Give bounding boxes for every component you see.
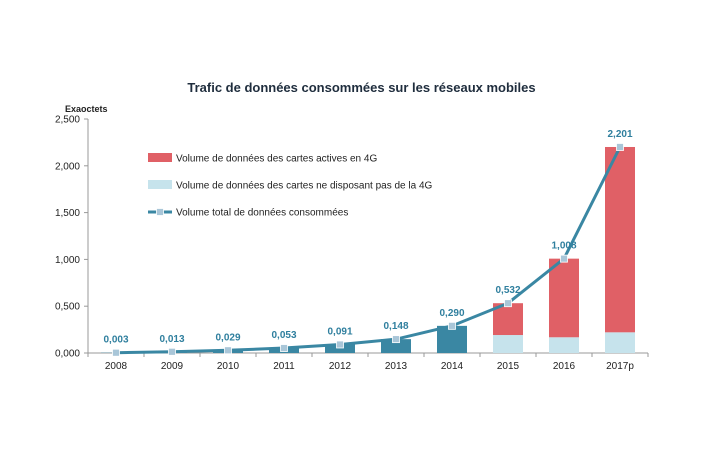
x-tick-label: 2017p [606,361,634,372]
line-point [392,335,400,344]
data-labels: 0,003 0,013 0,029 0,053 0,091 0,148 0,290 0,532… [103,129,632,346]
data-label: 0,091 [327,326,352,337]
y-tick-label: 1,000 [55,255,80,266]
line-point [560,254,568,263]
legend-label: Volume total de données consommées [176,208,348,219]
y-tick-label: 2,500 [55,115,80,126]
data-label: 0,053 [271,330,296,341]
line-point [112,348,120,357]
bar-total [381,339,411,353]
bar-total [325,344,355,353]
total-line [112,143,624,357]
x-tick-label: 2009 [161,361,184,372]
y-tick-label: 1,500 [55,208,80,219]
data-label: 1,008 [551,241,576,252]
line-point [448,321,456,330]
legend-swatch-4g [148,153,172,162]
x-tick-label: 2012 [329,361,352,372]
y-tick-label: 0,500 [55,302,80,313]
x-axis: 2008 2009 2010 2011 2012 2013 2014 2015 2016 2017… [87,352,649,372]
bar-4g [605,146,635,333]
bar-non-4g [605,332,635,353]
x-tick-label: 2015 [497,361,520,372]
line-point [336,340,344,349]
legend-label: Volume de données des cartes ne disposan… [176,181,433,192]
y-tick-label: 2,000 [55,161,80,172]
legend-label: Volume de données des cartes actives en … [176,154,377,165]
line-point [168,347,176,356]
line-point [280,344,288,352]
chart-title: Trafic de données consommées sur les rés… [187,80,536,95]
legend: Volume de données des cartes actives en … [148,153,433,219]
y-axis-label: Exaoctets [65,104,108,114]
bar-total [437,325,467,353]
bar-non-4g [493,335,523,353]
x-tick-label: 2010 [217,361,240,372]
legend-swatch-marker [156,208,164,216]
bar-4g [549,258,579,338]
legend-swatch-non-4g [148,180,172,189]
line-point [224,346,232,355]
data-label: 0,013 [159,334,184,345]
x-tick-label: 2011 [273,361,295,372]
total-line-path [115,146,622,355]
x-tick-label: 2013 [385,361,408,372]
data-label: 0,029 [215,332,240,343]
bar-non-4g [549,337,579,353]
data-label: 0,532 [495,285,520,296]
y-tick-label: 0,000 [55,349,80,360]
x-tick-label: 2016 [553,361,576,372]
line-point [616,143,624,151]
data-label: 2,201 [607,129,632,140]
data-label: 0,290 [439,308,464,319]
data-label: 0,003 [103,335,128,346]
line-point [504,299,512,308]
data-label: 0,148 [383,321,408,332]
x-tick-label: 2014 [441,361,464,372]
y-axis: 0,000 0,500 1,000 1,500 2,000 2,500 [55,115,89,360]
x-tick-label: 2008 [105,361,128,372]
